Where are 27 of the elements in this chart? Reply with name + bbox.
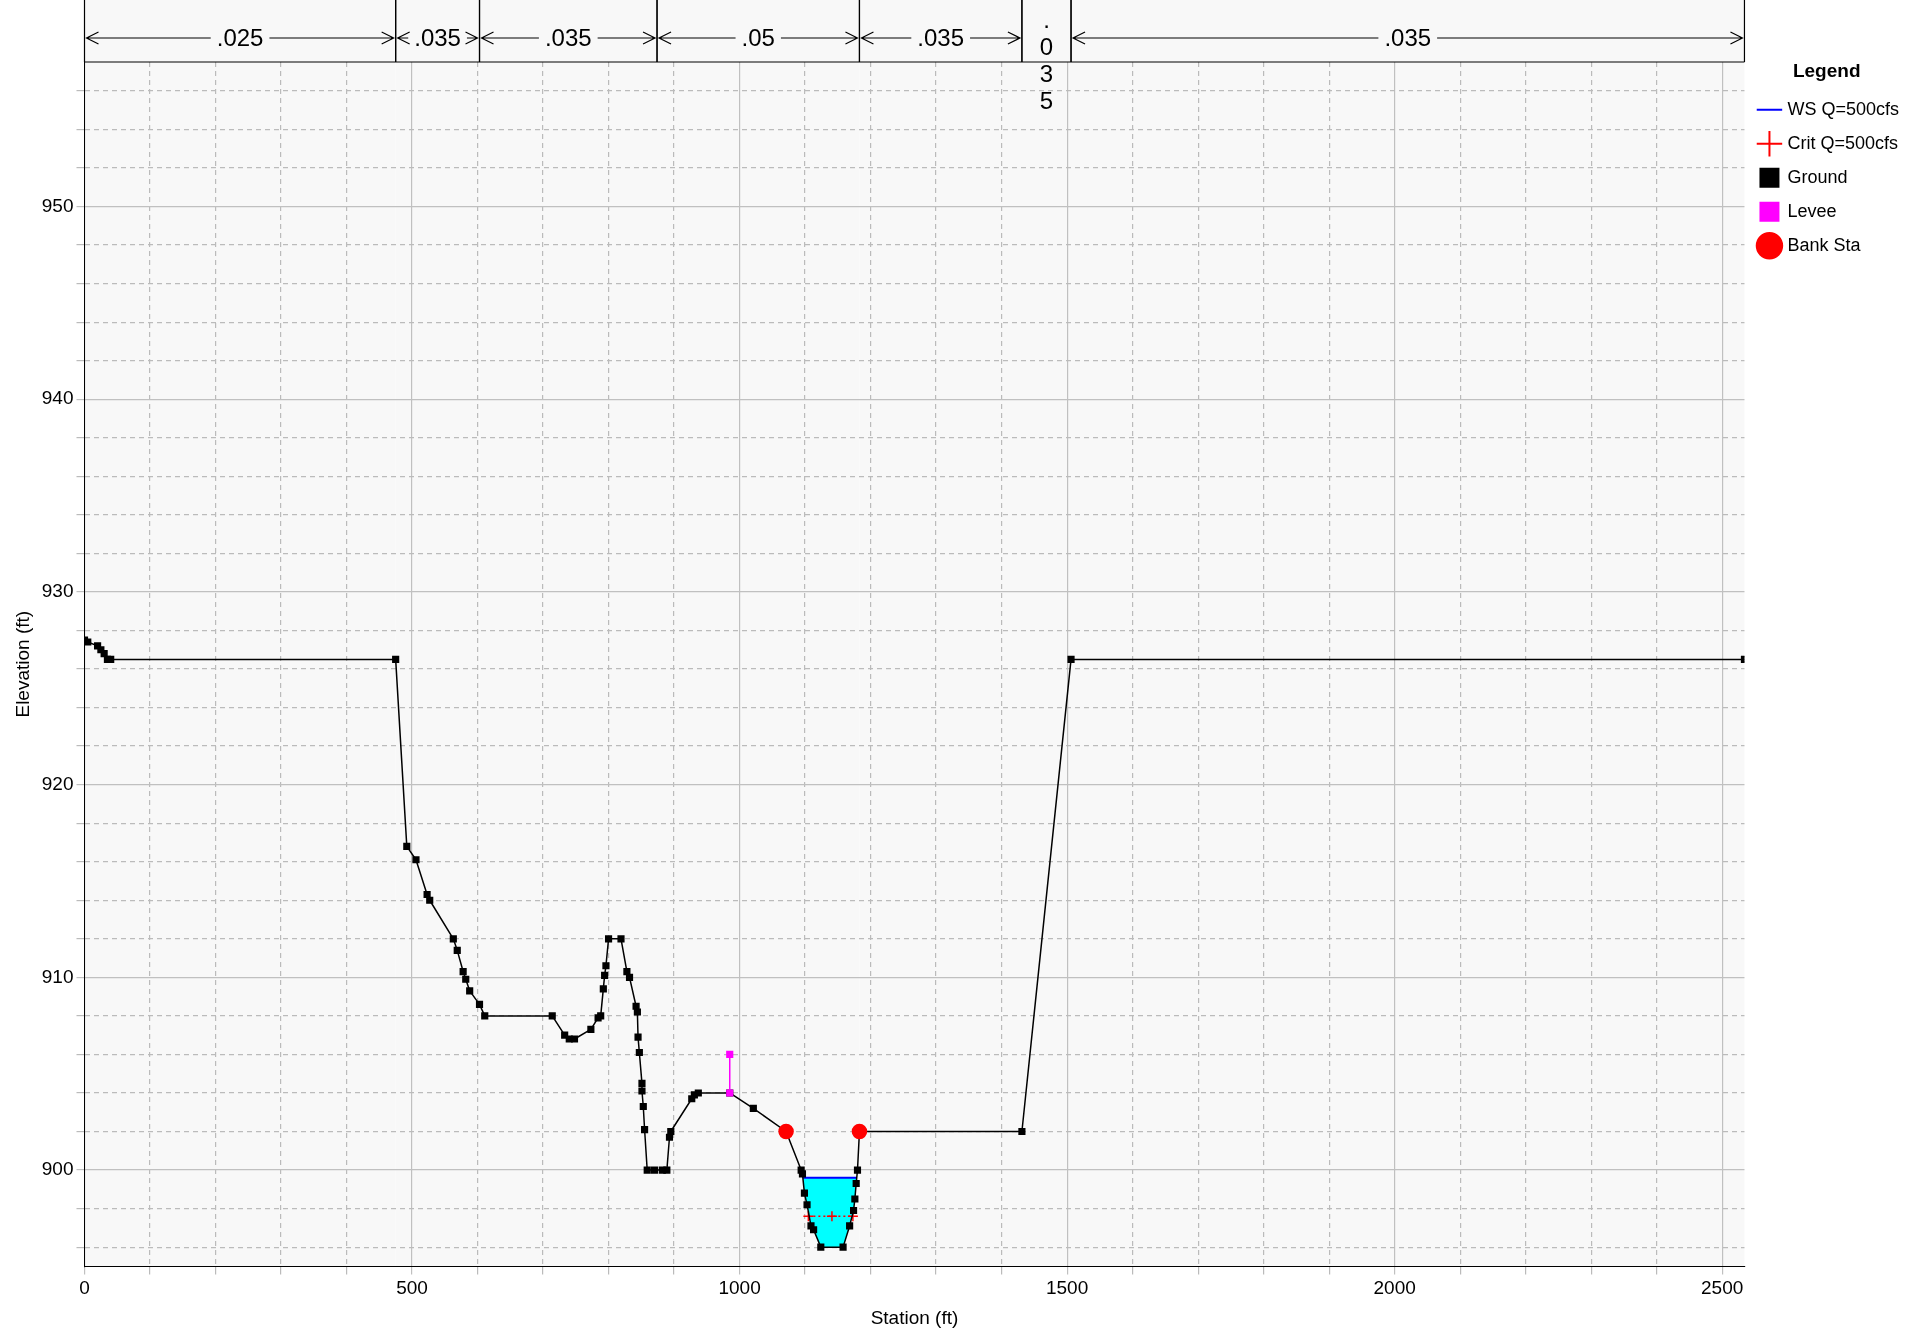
y-tick-label: 900 bbox=[41, 1158, 74, 1180]
band-label: .025 bbox=[216, 24, 264, 51]
band-label: .035 bbox=[917, 24, 965, 51]
legend-label: Bank Sta bbox=[1787, 234, 1862, 255]
x-tick-label: 1000 bbox=[718, 1277, 761, 1299]
y-tick-label: 940 bbox=[41, 387, 74, 409]
band-label: .035 bbox=[544, 24, 592, 51]
band-label: .035 bbox=[1384, 24, 1432, 51]
legend-label: Crit Q=500cfs bbox=[1787, 132, 1898, 153]
x-tick-label: 500 bbox=[396, 1277, 428, 1299]
legend-label: WS Q=500cfs bbox=[1787, 98, 1899, 119]
legend-title: Legend bbox=[1792, 59, 1861, 81]
legend-label: Levee bbox=[1787, 200, 1837, 221]
x-axis-title: Station (ft) bbox=[870, 1306, 959, 1328]
y-axis-title: Elevation (ft) bbox=[11, 610, 33, 718]
legend-label: Ground bbox=[1787, 166, 1848, 187]
x-tick-label: 1500 bbox=[1045, 1277, 1089, 1299]
band-label: .035 bbox=[1039, 6, 1054, 114]
y-tick-label: 920 bbox=[41, 772, 74, 794]
x-tick-label: 0 bbox=[79, 1277, 90, 1299]
y-tick-label: 930 bbox=[41, 580, 74, 602]
y-tick-label: 950 bbox=[41, 194, 74, 216]
band-label: .035 bbox=[414, 24, 461, 51]
y-tick-label: 910 bbox=[41, 965, 74, 987]
x-tick-label: 2000 bbox=[1373, 1277, 1416, 1299]
band-label: .05 bbox=[741, 24, 775, 51]
x-tick-label: 2500 bbox=[1701, 1277, 1744, 1299]
